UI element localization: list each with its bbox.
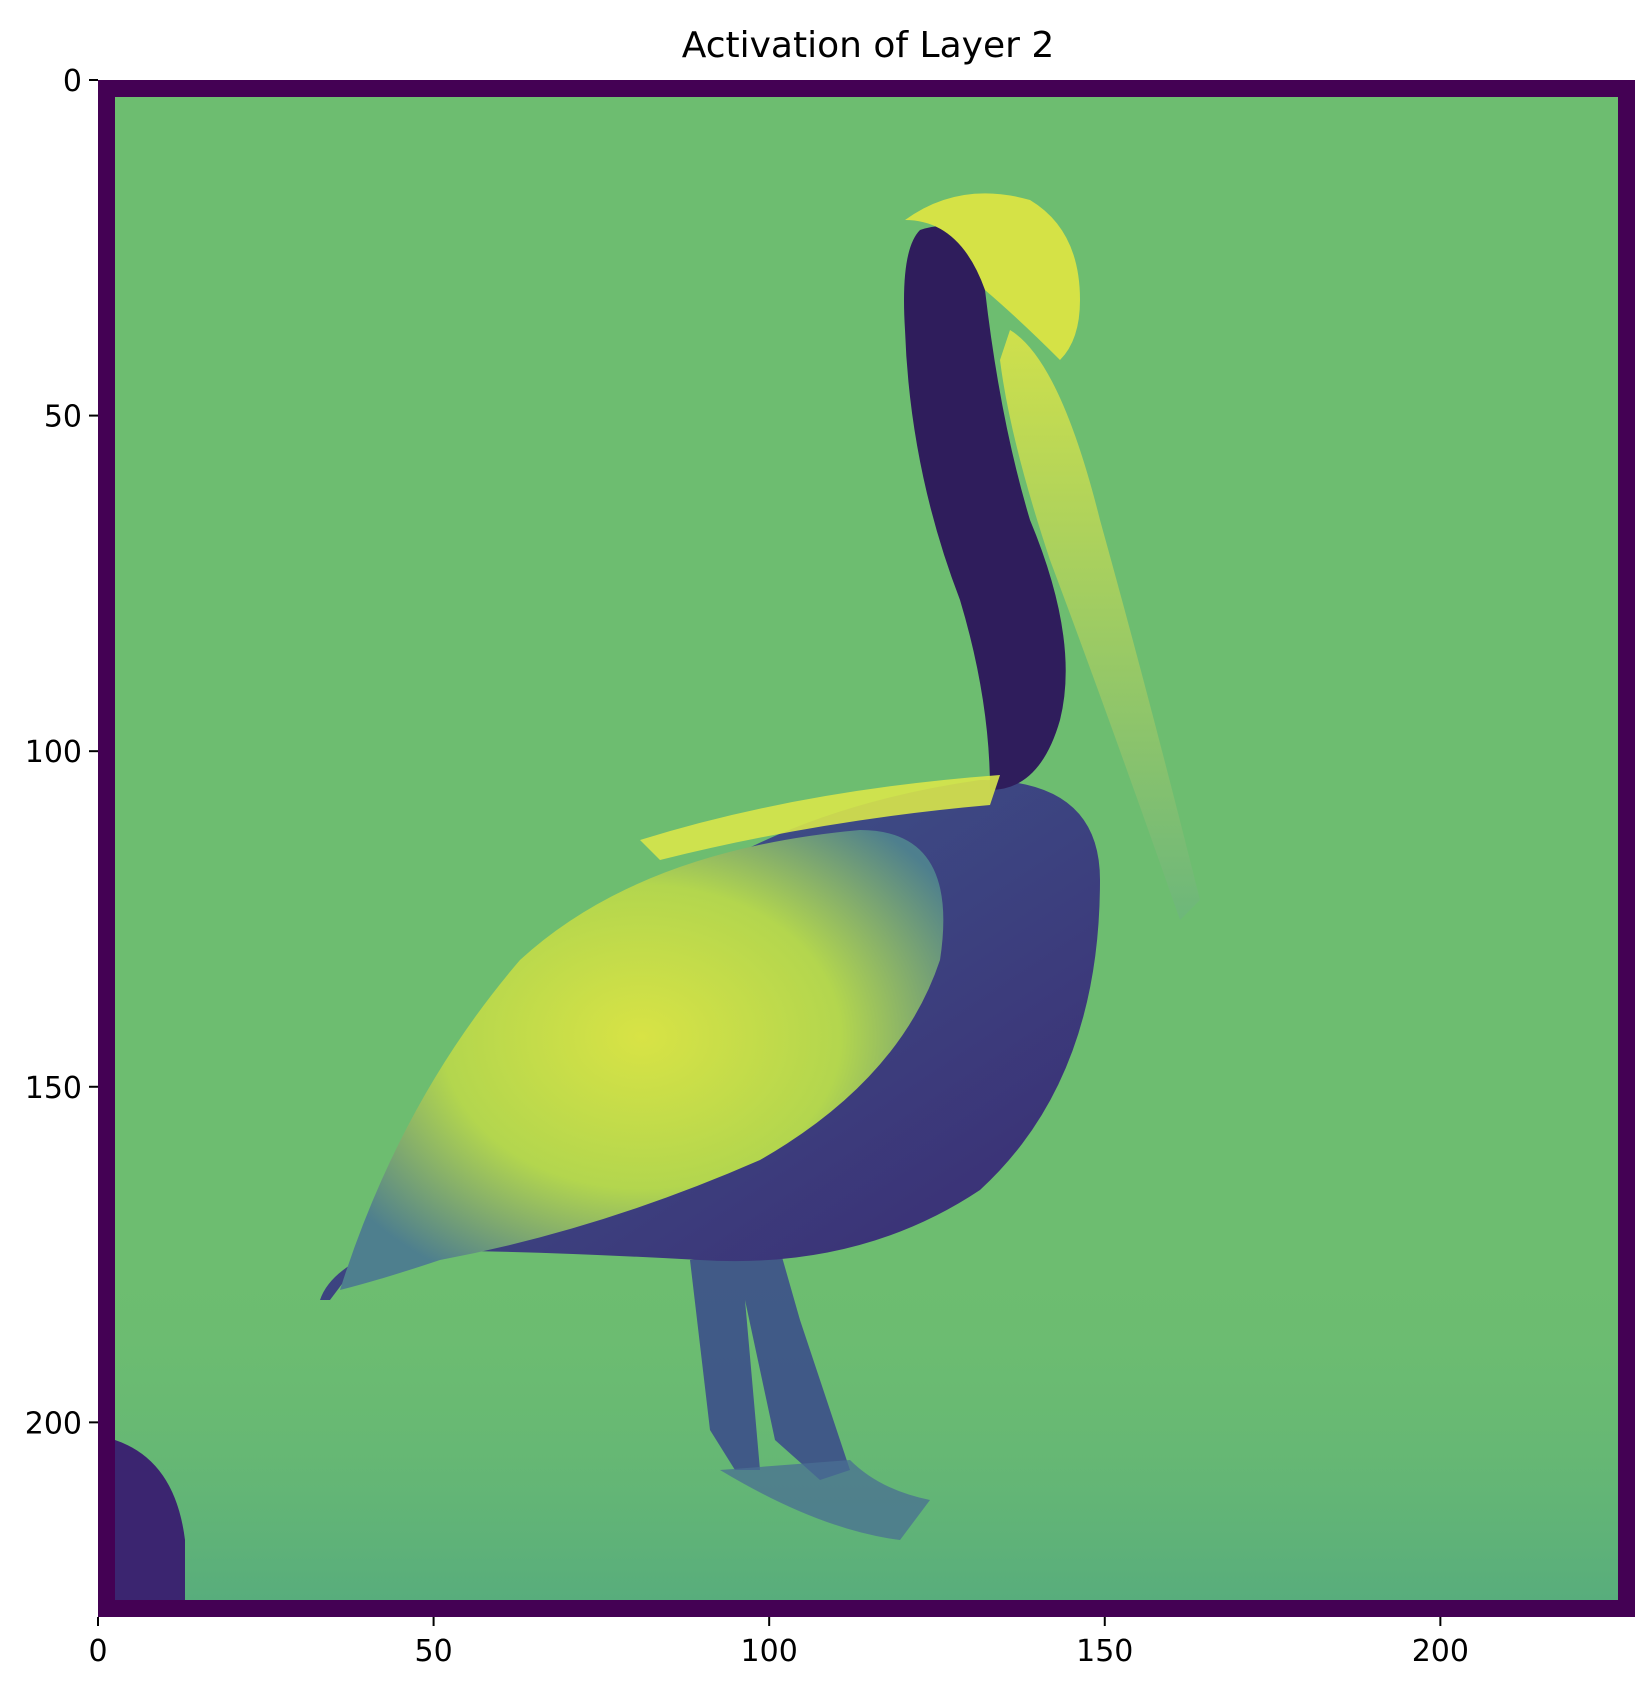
pelican-head: [905, 193, 1080, 360]
x-tick-label: 200: [1412, 1634, 1469, 1669]
y-tick-label: 200: [25, 1406, 82, 1441]
pelican-chest-highlight: [640, 775, 1000, 860]
pelican-wing: [340, 830, 944, 1290]
x-tick-label: 100: [741, 1634, 798, 1669]
pelican-feet: [720, 1460, 930, 1540]
pelican-neck: [904, 226, 1066, 790]
x-axis: 0 50 100 150 200: [88, 1617, 1469, 1669]
y-tick-label: 150: [25, 1071, 82, 1106]
chart-title: Activation of Layer 2: [682, 25, 1055, 66]
floor-shade: [115, 1250, 1618, 1600]
pelican-legs: [690, 1250, 850, 1480]
pelican-beak: [1000, 330, 1200, 920]
y-tick-label: 50: [44, 400, 82, 435]
y-axis: 0 50 100 150 200: [25, 64, 98, 1441]
plot-area: [98, 80, 1635, 1617]
x-tick-label: 150: [1076, 1634, 1133, 1669]
y-tick-label: 0: [63, 64, 82, 99]
x-tick-label: 50: [414, 1634, 452, 1669]
x-tick-label: 0: [88, 1634, 107, 1669]
pelican-activation-shape: [320, 193, 1200, 1540]
y-tick-label: 100: [25, 735, 82, 770]
corner-shadow: [115, 1440, 185, 1600]
